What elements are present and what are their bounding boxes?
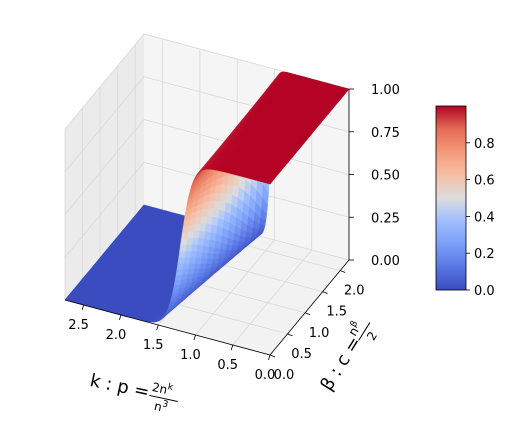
y-tick-mark bbox=[269, 354, 276, 358]
colorbar-tick-label: 0.6 bbox=[474, 174, 495, 189]
colorbar-tick-label: 0.8 bbox=[474, 137, 495, 152]
x-tick-mark bbox=[81, 304, 85, 311]
x-tick-mark bbox=[230, 344, 234, 351]
surface-patch bbox=[177, 256, 185, 265]
colorbar-tick-label: 0.2 bbox=[474, 247, 495, 262]
y-axis-label-main: β : c = bbox=[316, 333, 365, 395]
z-tick-label: 0.00 bbox=[371, 254, 400, 269]
x-tick-label: 1.0 bbox=[180, 348, 201, 363]
z-gridline bbox=[64, 33, 350, 130]
y-tick-label: 1.0 bbox=[309, 326, 330, 341]
y-axis-label-denominator: 2 bbox=[364, 329, 380, 343]
tick-labels: 0.0 0.5 1.0 1.5 2.0 2.5 0.0 0.5 1.0 1.5 2.0 0.00 0.2… bbox=[68, 83, 400, 383]
z-tick-label: 0.25 bbox=[371, 211, 400, 226]
surface-patch bbox=[175, 268, 183, 276]
z-tick-label: 0.50 bbox=[371, 169, 400, 184]
colorbar-gradient bbox=[435, 105, 467, 291]
x-label-den-sup: 3 bbox=[161, 399, 169, 410]
surface-patch bbox=[178, 250, 186, 259]
surface-patch bbox=[176, 262, 184, 270]
colorbar-tick-label: 0.4 bbox=[474, 210, 495, 225]
y-tick-mark bbox=[304, 312, 311, 316]
surface-plot bbox=[64, 71, 350, 323]
x-tick-label: 0.0 bbox=[255, 368, 276, 383]
x-label-den-text: n bbox=[153, 399, 163, 414]
y-tick-label: 1.5 bbox=[326, 305, 347, 320]
y-axis-line bbox=[269, 259, 350, 356]
x-label-num-sup: k bbox=[167, 382, 175, 393]
colorbar-ticks: 0.0 0.2 0.4 0.6 0.8 bbox=[466, 137, 495, 299]
y-tick-mark bbox=[322, 291, 328, 295]
z-gridline bbox=[64, 161, 350, 258]
x-axis-label-numerator: 2nk bbox=[151, 379, 175, 398]
x-label-fraction-bar bbox=[149, 394, 178, 402]
x-axis-line bbox=[64, 299, 271, 356]
y-tick-mark bbox=[287, 333, 293, 337]
y-tick-label: 2.0 bbox=[344, 284, 365, 299]
x-tick-label: 0.5 bbox=[217, 358, 238, 373]
x-axis-label-denominator: n3 bbox=[153, 398, 169, 415]
x-tick-mark bbox=[119, 314, 122, 321]
x-axis-label: k : p = 2nk n3 bbox=[88, 370, 178, 415]
x-axis-label-main: k : p = bbox=[88, 370, 151, 403]
x-tick-mark bbox=[156, 324, 159, 331]
z-tick-label: 1.00 bbox=[371, 83, 400, 98]
surface-patch bbox=[258, 173, 277, 185]
x-tick-mark bbox=[268, 354, 271, 361]
x-label-num-text: 2n bbox=[151, 380, 169, 397]
colorbar-tick-label: 0.0 bbox=[474, 284, 495, 299]
x-tick-mark bbox=[193, 334, 196, 341]
y-tick-mark bbox=[340, 270, 346, 273]
x-tick-label: 1.5 bbox=[143, 338, 164, 353]
x-tick-label: 2.5 bbox=[68, 318, 89, 333]
y-label-num-sup: β bbox=[349, 319, 361, 329]
z-tick-label: 0.75 bbox=[371, 126, 400, 141]
y-tick-label: 0.5 bbox=[291, 347, 312, 362]
y-label-fraction-bar bbox=[358, 322, 371, 341]
x-tick-label: 2.0 bbox=[106, 328, 127, 343]
y-tick-label: 0.0 bbox=[274, 368, 295, 383]
surface-patch bbox=[174, 274, 183, 281]
colorbar: 0.0 0.2 0.4 0.6 0.8 bbox=[435, 105, 495, 299]
